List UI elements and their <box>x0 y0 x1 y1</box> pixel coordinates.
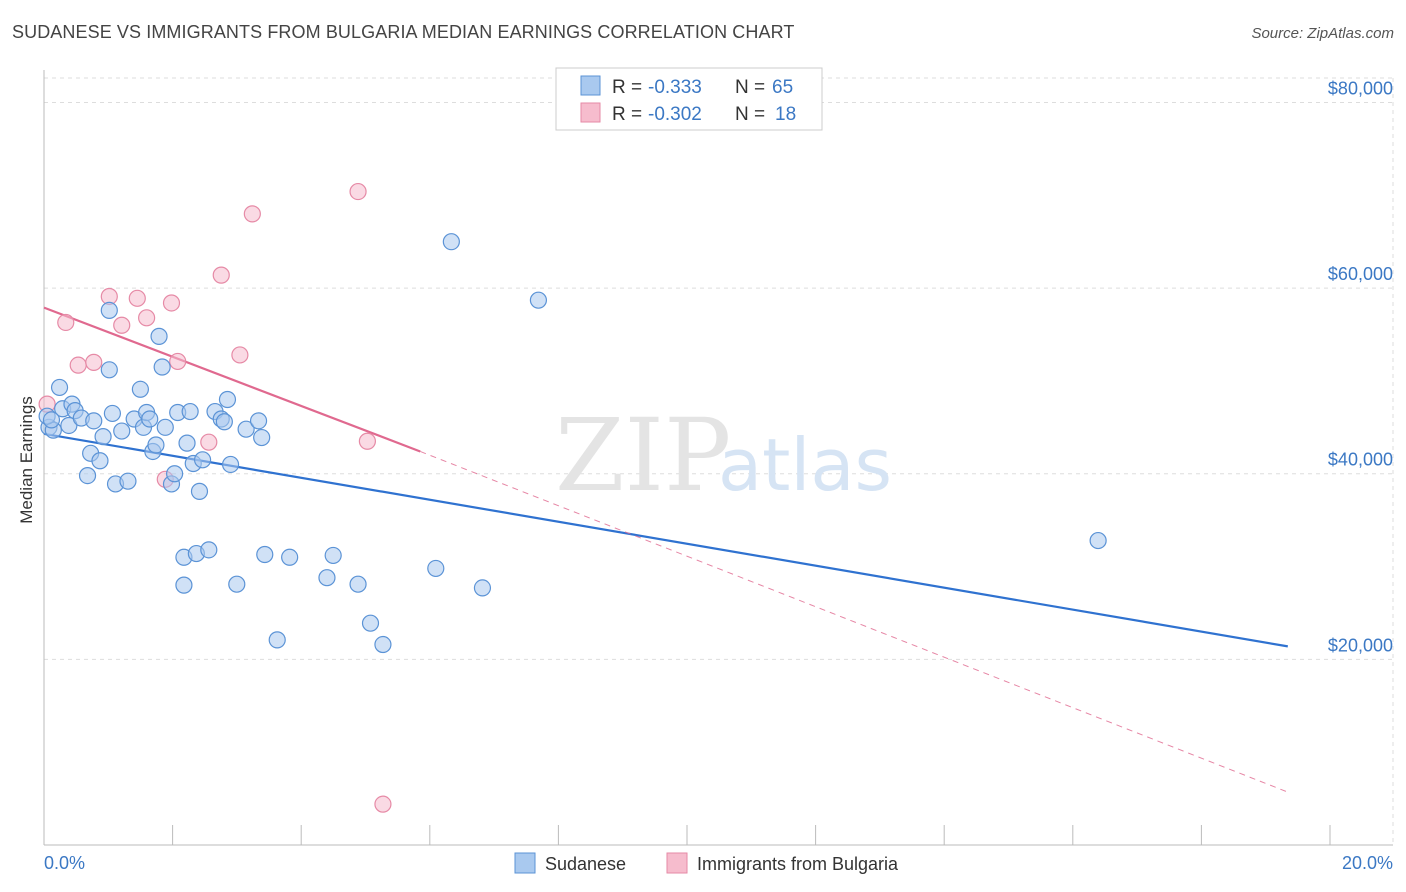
point-bulgaria-11 <box>200 433 218 451</box>
point-sudanese-64 <box>42 411 61 429</box>
tick-labels: 0.0% 20.0% $20,000 $40,000 $60,000 $80,0… <box>44 78 1393 873</box>
series-legend: Sudanese Immigrants from Bulgaria <box>514 852 899 874</box>
point-sudanese-14 <box>100 301 118 319</box>
axes <box>43 70 1393 846</box>
source-label: Source: ZipAtlas.com <box>1251 25 1394 42</box>
point-sudanese-60 <box>473 579 492 597</box>
point-sudanese-49 <box>253 428 271 447</box>
x-tick-label-0: 0.0% <box>44 853 85 873</box>
point-sudanese-10 <box>85 412 103 430</box>
x-tick-label-20: 20.0% <box>1342 853 1393 873</box>
series-legend-label-sudanese: Sudanese <box>545 854 626 874</box>
point-sudanese-34 <box>178 434 196 452</box>
point-bulgaria-9 <box>162 294 181 312</box>
point-sudanese-11 <box>91 452 109 470</box>
chart-title: SUDANESE VS IMMIGRANTS FROM BULGARIA MED… <box>12 22 795 42</box>
series-legend-swatch-sudanese <box>514 852 536 874</box>
point-sudanese-45 <box>221 455 240 474</box>
watermark: ZIP atlas <box>555 397 892 514</box>
point-bulgaria-17 <box>374 795 392 813</box>
point-sudanese-35 <box>181 402 199 421</box>
point-sudanese-15 <box>103 404 122 423</box>
y-tick-label-20000: $20,000 <box>1328 635 1393 655</box>
point-sudanese-55 <box>349 575 367 593</box>
watermark-atlas: atlas <box>718 423 892 507</box>
legend-n-value-sudanese: 65 <box>772 77 793 98</box>
point-sudanese-61 <box>529 291 548 309</box>
point-sudanese-47 <box>237 420 255 438</box>
series-legend-swatch-bulgaria <box>666 852 688 874</box>
legend-n-label-bulgaria: N = <box>735 104 765 125</box>
point-sudanese-51 <box>268 631 286 649</box>
point-sudanese-57 <box>374 635 392 654</box>
point-sudanese-26 <box>150 327 168 345</box>
point-bulgaria-2 <box>69 356 87 374</box>
legend-r-value-sudanese: -0.333 <box>648 77 702 98</box>
point-sudanese-56 <box>361 614 380 632</box>
point-bulgaria-5 <box>113 316 131 334</box>
point-sudanese-39 <box>193 451 212 469</box>
legend-n-value-bulgaria: 18 <box>775 104 796 125</box>
point-sudanese-4 <box>60 416 78 435</box>
point-sudanese-12 <box>94 428 112 446</box>
y-tick-label-60000: $60,000 <box>1328 264 1393 284</box>
point-bulgaria-6 <box>128 289 146 307</box>
y-tick-label-40000: $40,000 <box>1328 450 1393 470</box>
legend-r-value-bulgaria: -0.302 <box>648 104 702 125</box>
legend-r-label-bulgaria: R = <box>612 104 642 125</box>
point-bulgaria-10 <box>169 352 187 371</box>
point-bulgaria-15 <box>358 432 376 450</box>
watermark-zip: ZIP <box>555 397 731 514</box>
correlation-legend: R = -0.333 N = 65 R = -0.302 N = 18 <box>555 67 823 131</box>
trend-lines <box>43 306 1288 793</box>
trend-line-sudanese <box>43 432 1288 648</box>
point-sudanese-58 <box>427 559 445 578</box>
point-sudanese-46 <box>228 575 246 593</box>
point-bulgaria-16 <box>349 182 367 201</box>
point-sudanese-62 <box>1089 531 1107 550</box>
point-sudanese-59 <box>442 233 460 251</box>
trend-line-bulgaria <box>43 306 421 453</box>
legend-r-label-sudanese: R = <box>612 77 642 98</box>
point-sudanese-20 <box>131 380 149 398</box>
point-sudanese-2 <box>50 378 69 397</box>
point-sudanese-48 <box>249 412 268 430</box>
y-axis-title: Median Earnings <box>17 396 36 524</box>
point-sudanese-40 <box>200 541 218 559</box>
point-sudanese-23 <box>141 410 159 428</box>
point-bulgaria-3 <box>85 353 103 371</box>
point-sudanese-43 <box>215 413 233 431</box>
point-sudanese-53 <box>318 569 336 587</box>
legend-swatch-bulgaria <box>580 102 601 123</box>
trend-line-bulgaria-extension <box>420 451 1288 793</box>
point-sudanese-13 <box>100 361 118 379</box>
data-points <box>38 182 1107 813</box>
point-bulgaria-7 <box>138 309 156 327</box>
legend-n-label-sudanese: N = <box>735 77 765 98</box>
point-bulgaria-12 <box>212 266 230 284</box>
series-legend-label-bulgaria: Immigrants from Bulgaria <box>697 854 899 874</box>
point-sudanese-28 <box>156 418 174 436</box>
point-sudanese-38 <box>190 482 209 500</box>
point-bulgaria-1 <box>57 313 75 332</box>
point-sudanese-17 <box>113 422 131 440</box>
point-sudanese-54 <box>324 546 342 565</box>
legend-swatch-sudanese <box>580 75 601 96</box>
point-sudanese-8 <box>78 466 97 485</box>
point-bulgaria-14 <box>243 205 261 223</box>
point-bulgaria-13 <box>231 346 249 364</box>
point-sudanese-33 <box>175 576 193 594</box>
point-sudanese-50 <box>256 545 274 564</box>
point-sudanese-44 <box>218 390 237 409</box>
point-sudanese-25 <box>147 436 165 454</box>
y-tick-label-80000: $80,000 <box>1328 78 1393 98</box>
point-sudanese-52 <box>281 548 299 566</box>
point-sudanese-30 <box>166 465 184 483</box>
point-sudanese-18 <box>119 472 137 490</box>
point-sudanese-27 <box>153 358 171 376</box>
